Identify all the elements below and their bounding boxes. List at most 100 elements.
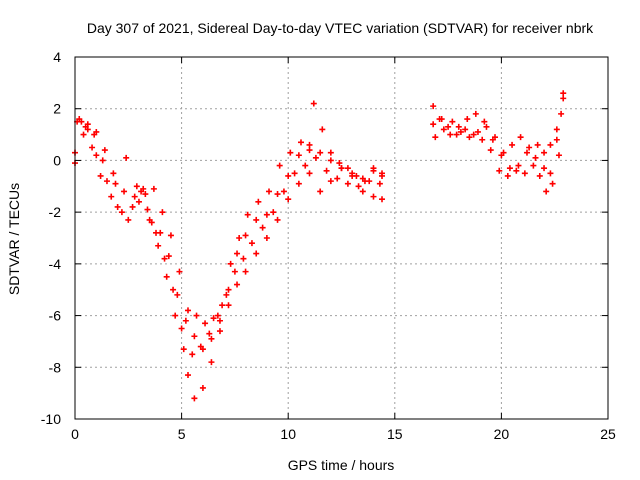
data-point [555,152,562,159]
data-point [234,281,241,288]
data-point [157,229,164,236]
data-point [103,178,110,185]
data-point [219,302,226,309]
data-point [202,320,209,327]
data-point [455,123,462,130]
data-point [259,224,266,231]
data-point [184,372,191,379]
data-point [255,198,262,205]
data-point [93,128,100,135]
data-point [280,188,287,195]
data-point [97,172,104,179]
data-point [266,188,273,195]
data-point [560,90,567,97]
data-point [462,126,469,133]
data-point [189,351,196,358]
data-point [517,134,524,141]
data-point [89,144,96,151]
x-tick-label: 10 [280,426,296,442]
data-point [541,165,548,172]
data-point [216,328,223,335]
data-point [506,165,513,172]
data-point [338,165,345,172]
data-point [445,123,452,130]
data-point [172,312,179,319]
data-point [312,154,319,161]
data-point [447,131,454,138]
data-point [184,307,191,314]
data-point [306,141,313,148]
data-point [310,100,317,107]
data-point [327,157,334,164]
data-point [240,255,247,262]
y-tick-label: -6 [49,308,62,324]
data-point [114,203,121,210]
data-point [123,154,130,161]
data-point [227,260,234,267]
y-tick-label: 2 [53,101,61,117]
data-point [131,193,138,200]
series-track-3 [74,118,386,353]
data-point [547,170,554,177]
data-point [541,149,548,156]
data-point [515,162,522,169]
data-point [155,242,162,249]
data-point [472,110,479,117]
data-point [536,172,543,179]
data-point [327,178,334,185]
data-point [285,172,292,179]
data-point [523,149,530,156]
data-point [302,162,309,169]
data-point [208,335,215,342]
x-axis-label: GPS time / hours [288,457,395,473]
x-tick-label: 25 [600,426,616,442]
data-point [176,268,183,275]
data-point [270,209,277,216]
data-point [532,154,539,161]
data-point [150,185,157,192]
series-track-6 [430,90,567,195]
data-point [121,188,128,195]
grid-layer [75,57,608,419]
data-point [440,126,447,133]
data-point [208,359,215,366]
data-point [199,346,206,353]
data-point [319,126,326,133]
data-point [432,134,439,141]
data-point [242,268,249,275]
data-point [129,203,136,210]
data-point [148,219,155,226]
y-tick-label: -2 [49,204,62,220]
data-point [140,185,147,192]
data-point [521,170,528,177]
y-axis-label: SDTVAR / TECUs [6,183,22,295]
data-point [344,165,351,172]
series-track-7 [432,110,565,156]
data-point [487,147,494,154]
x-tick-label: 15 [387,426,403,442]
data-point [549,180,556,187]
data-point [558,110,565,117]
data-point [547,141,554,148]
data-point [193,312,200,319]
data-point [291,170,298,177]
data-point [210,315,217,322]
data-point [182,317,189,324]
data-point [513,167,520,174]
data-point [553,136,560,143]
data-point [165,253,172,260]
data-point [509,141,516,148]
data-layer [72,90,567,402]
data-point [526,144,533,151]
data-point [457,128,464,135]
data-point [206,330,213,337]
data-point [76,116,83,123]
data-point [344,180,351,187]
x-tick-label: 20 [494,426,510,442]
data-point [334,175,341,182]
data-point [225,302,232,309]
data-point [297,139,304,146]
plot-frame [74,56,609,420]
data-point [144,206,151,213]
